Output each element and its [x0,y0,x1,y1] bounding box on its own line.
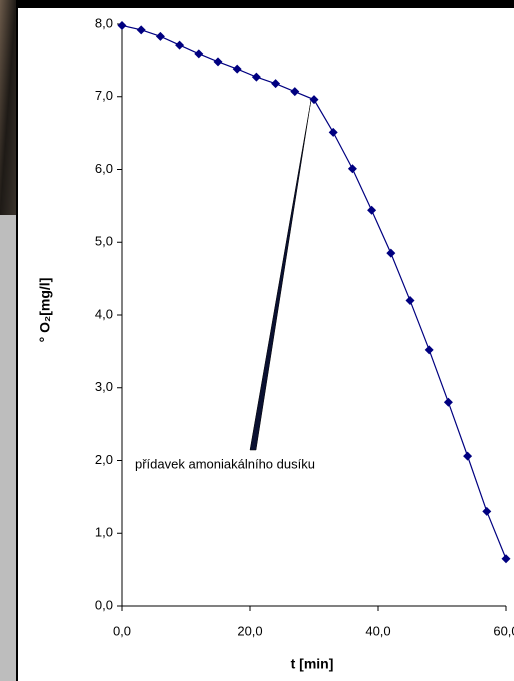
marker [386,249,395,258]
background-photo [0,0,16,215]
y-tick-label: 0,0 [95,597,113,612]
marker [252,73,261,82]
marker [502,554,511,563]
series-line [122,25,506,558]
y-tick-label: 7,0 [95,88,113,103]
marker [194,49,203,58]
x-tick-label: 60,0 [493,623,514,638]
x-tick-label: 20,0 [237,623,262,638]
x-axis-title: t [min] [291,656,334,672]
y-tick-label: 3,0 [95,379,113,394]
marker [425,345,434,354]
marker [444,398,453,407]
marker [271,79,280,88]
background-strip [0,215,16,681]
y-tick-label: 4,0 [95,306,113,321]
annotation-arrow [250,100,311,450]
frame-top [16,0,514,8]
x-tick-label: 40,0 [365,623,390,638]
marker [348,164,357,173]
marker [118,21,127,30]
marker [175,41,184,50]
marker [310,95,319,104]
y-tick-label: 8,0 [95,15,113,30]
chart: přídavek amoniakálního dusíku t [min] ° … [0,0,514,681]
y-axis-title: ° O₂[mg/l] [37,278,53,343]
marker [214,57,223,66]
marker [329,128,338,137]
page: {"chart_data": {"type": "line", "x_label… [0,0,514,681]
marker [233,65,242,74]
marker [463,452,472,461]
y-tick-label: 6,0 [95,161,113,176]
marker [406,296,415,305]
frame-left [16,8,18,681]
y-tick-label: 1,0 [95,525,113,540]
marker [156,32,165,41]
annotation: přídavek amoniakálního dusíku [135,456,315,471]
marker [367,206,376,215]
y-tick-label: 2,0 [95,452,113,467]
x-tick-label: 0,0 [113,623,131,638]
marker [290,87,299,96]
marker [482,507,491,516]
y-tick-label: 5,0 [95,234,113,249]
marker [137,25,146,34]
